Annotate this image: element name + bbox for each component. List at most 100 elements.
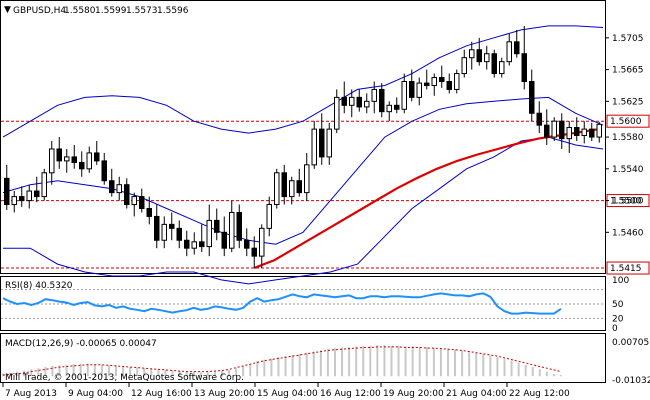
candle-body <box>101 160 107 182</box>
macd-tick-label: 0.00705 <box>612 338 649 348</box>
ohlc-high: 1.5599 <box>95 6 127 16</box>
candle-body <box>319 128 325 158</box>
candle-body <box>229 211 235 249</box>
candle-body <box>34 190 40 198</box>
candle-body <box>289 180 295 198</box>
price-tick-label: 1.5705 <box>612 34 644 44</box>
candle-body <box>416 82 422 98</box>
candle-body <box>26 190 32 202</box>
time-tick-label: 13 Aug 20:00 <box>194 389 255 399</box>
candle-body <box>116 184 122 194</box>
candle-body <box>589 128 595 138</box>
rsi-label: RSI(8) 40.5320 <box>5 281 73 291</box>
bollinger-lower-line <box>3 136 604 285</box>
price-tick-label: 1.5580 <box>612 133 644 143</box>
time-tick-label: 21 Aug 04:00 <box>446 389 507 399</box>
candle-body <box>596 123 602 138</box>
candle-body <box>356 96 362 108</box>
dropdown-icon[interactable]: ▼ <box>4 5 11 15</box>
candle-body <box>266 204 272 229</box>
ohlc-close: 1.5596 <box>157 6 189 16</box>
candle-body <box>146 208 152 217</box>
candle-body <box>454 73 460 90</box>
candle-body <box>49 148 55 174</box>
ma-line <box>253 128 600 270</box>
macd-label: MACD(12,26,9) -0.00065 0.00047 <box>5 339 157 349</box>
ohlc-open: 1.5580 <box>64 6 96 16</box>
candle-body <box>41 172 47 198</box>
macd-indicator: 0.00705 -0.01032 <box>2 338 650 386</box>
candle-body <box>371 88 377 102</box>
candle-body <box>251 247 257 257</box>
candle-body <box>86 152 92 170</box>
candle-body <box>311 128 317 166</box>
candles <box>4 25 602 269</box>
candle-body <box>154 215 160 241</box>
candle-body <box>199 241 205 248</box>
candle-body <box>581 128 587 136</box>
candle-body <box>124 184 130 206</box>
bollinger-bands <box>2 25 604 285</box>
level-price-tag <box>606 261 650 275</box>
candle-body <box>431 77 437 86</box>
candle-body <box>161 223 167 241</box>
time-tick-label: 22 Aug 12:00 <box>509 389 570 399</box>
level-price-label: 1.5415 <box>610 264 642 274</box>
candle-body <box>259 227 265 257</box>
candle-body <box>274 172 280 206</box>
price-tick-label: 1.5665 <box>612 66 644 76</box>
time-tick-label: 16 Aug 12:00 <box>320 389 381 399</box>
candle-body <box>574 127 580 136</box>
candle-body <box>184 239 190 249</box>
symbol-label: GBPUSD,H4 <box>13 6 66 16</box>
candle-body <box>536 112 542 126</box>
candle-body <box>334 96 340 130</box>
candle-body <box>469 49 475 59</box>
time-tick-label: 19 Aug 20:00 <box>383 389 444 399</box>
candle-body <box>551 120 557 138</box>
moving-average <box>253 128 600 270</box>
price-tick-label: 1.5460 <box>612 228 644 238</box>
price-axis: 1.5705 1.5665 1.5625 1.5580 1.5540 1.5500 1.54… <box>605 34 644 238</box>
candle-body <box>56 148 62 162</box>
candle-body <box>71 156 77 163</box>
rsi-tick-label: 50 <box>612 300 624 310</box>
candle-body <box>559 120 565 140</box>
time-tick-label: 9 Aug 04:00 <box>68 389 123 399</box>
candle-body <box>281 172 287 198</box>
time-axis: 7 Aug 2013 9 Aug 04:00 12 Aug 16:00 13 Aug … <box>2 383 570 399</box>
ohlc-low: 1.5573 <box>126 6 158 16</box>
candle-body <box>424 82 430 86</box>
candle-body <box>446 81 452 90</box>
candle-body <box>139 196 145 209</box>
candle-body <box>326 128 332 158</box>
candle-body <box>109 180 115 194</box>
candle-body <box>461 57 467 75</box>
candle-body <box>491 53 497 75</box>
candle-body <box>221 231 227 249</box>
candle-body <box>176 227 182 241</box>
rsi-indicator: 100 50 200 <box>1 276 629 334</box>
candle-body <box>94 152 100 162</box>
candle-body <box>206 219 212 248</box>
bollinger-upper-line <box>2 25 604 138</box>
candle-body <box>296 180 302 194</box>
candle-body <box>11 196 17 206</box>
candle-body <box>566 127 572 140</box>
main-panel-frame <box>0 0 606 274</box>
candle-body <box>341 96 347 106</box>
candle-body <box>244 239 250 249</box>
candle-body <box>64 156 70 162</box>
candle-body <box>379 88 385 113</box>
macd-tick-label: -0.01032 <box>612 376 650 386</box>
candle-body <box>131 196 137 206</box>
candle-body <box>499 61 505 75</box>
candle-body <box>19 196 25 202</box>
candle-body <box>409 81 415 98</box>
candle-body <box>79 161 85 170</box>
candle-body <box>364 100 370 108</box>
candle-body <box>386 104 392 113</box>
candle-body <box>544 124 550 138</box>
candle-body <box>529 81 535 114</box>
